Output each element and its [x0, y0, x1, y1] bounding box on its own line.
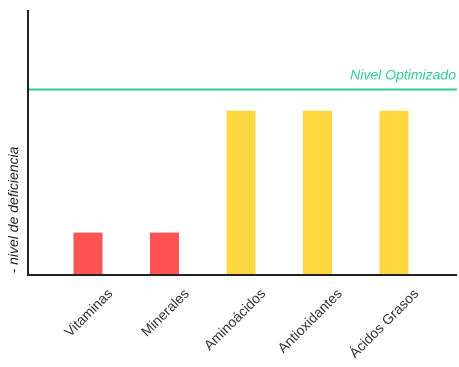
- bar-4: [379, 110, 409, 275]
- bars-group: [73, 110, 409, 275]
- bar-1: [150, 232, 179, 275]
- x-tick-label-1: Minerales: [138, 285, 192, 339]
- x-tick-label-2: Aminoácidos: [200, 285, 268, 353]
- bar-0: [73, 232, 103, 275]
- y-axis-label: - nivel de deficiencia: [5, 146, 21, 273]
- bar-3: [303, 110, 332, 275]
- x-tick-labels: Vitaminas Minerales Aminoácidos Antioxidant…: [61, 285, 422, 361]
- x-tick-label-3: Antioxidantes: [274, 285, 345, 356]
- bar-2: [226, 110, 256, 275]
- x-tick-label-0: Vitaminas: [61, 285, 116, 340]
- reference-line-label: Nivel Optimizado: [350, 67, 456, 83]
- x-tick-label-4: Ácidos Grasos: [346, 285, 422, 361]
